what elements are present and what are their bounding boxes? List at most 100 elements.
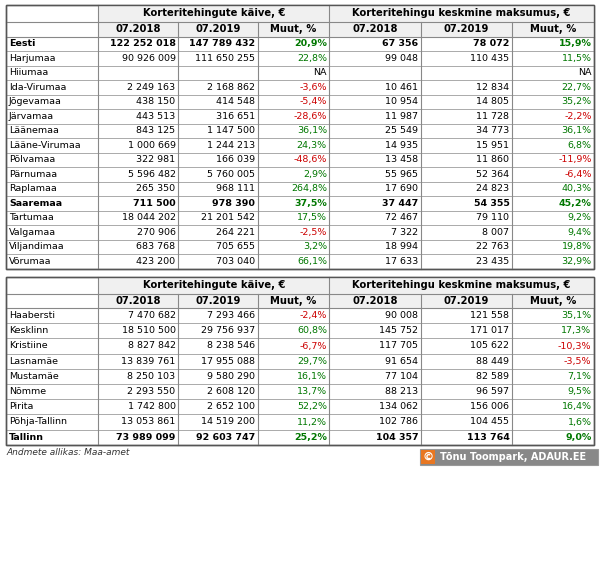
Text: -2,5%: -2,5% bbox=[299, 228, 327, 237]
Text: Tartumaa: Tartumaa bbox=[9, 213, 54, 222]
Text: 12 834: 12 834 bbox=[476, 83, 509, 92]
Text: 156 006: 156 006 bbox=[470, 403, 509, 411]
Text: Tallinn: Tallinn bbox=[9, 433, 44, 442]
Text: 29,7%: 29,7% bbox=[297, 357, 327, 365]
Text: 36,1%: 36,1% bbox=[562, 126, 592, 135]
Text: 17,3%: 17,3% bbox=[562, 326, 592, 335]
Text: Kesklinn: Kesklinn bbox=[9, 326, 48, 335]
Text: Viljandimaa: Viljandimaa bbox=[9, 242, 65, 251]
Text: 11 728: 11 728 bbox=[476, 112, 509, 120]
Text: 3,2%: 3,2% bbox=[303, 242, 327, 251]
Text: Pirita: Pirita bbox=[9, 403, 34, 411]
Text: Pärnumaa: Pärnumaa bbox=[9, 170, 57, 179]
Text: 978 390: 978 390 bbox=[212, 199, 255, 208]
Text: 2 168 862: 2 168 862 bbox=[207, 83, 255, 92]
Text: 113 764: 113 764 bbox=[467, 433, 509, 442]
Text: 443 513: 443 513 bbox=[136, 112, 176, 120]
Text: 18 044 202: 18 044 202 bbox=[122, 213, 176, 222]
Text: Läänemaa: Läänemaa bbox=[9, 126, 59, 135]
Text: 14 519 200: 14 519 200 bbox=[201, 417, 255, 427]
Text: 6,8%: 6,8% bbox=[568, 140, 592, 150]
Text: 5 760 005: 5 760 005 bbox=[207, 170, 255, 179]
Text: 25 549: 25 549 bbox=[385, 126, 418, 135]
Text: Andmete allikas: Maa-amet: Andmete allikas: Maa-amet bbox=[6, 448, 130, 457]
Text: 35,2%: 35,2% bbox=[562, 97, 592, 106]
Text: 7 322: 7 322 bbox=[391, 228, 418, 237]
Text: 91 654: 91 654 bbox=[385, 357, 418, 365]
Text: 13,7%: 13,7% bbox=[297, 387, 327, 396]
Text: 102 786: 102 786 bbox=[379, 417, 418, 427]
Text: 32,9%: 32,9% bbox=[562, 257, 592, 266]
Text: NA: NA bbox=[313, 69, 327, 77]
Text: 10 461: 10 461 bbox=[385, 83, 418, 92]
Text: 9,4%: 9,4% bbox=[568, 228, 592, 237]
Text: 1,6%: 1,6% bbox=[568, 417, 592, 427]
Text: Jõgevamaa: Jõgevamaa bbox=[9, 97, 62, 106]
Text: 52,2%: 52,2% bbox=[297, 403, 327, 411]
Text: Korteritehingute käive, €: Korteritehingute käive, € bbox=[143, 9, 285, 18]
Text: 10 954: 10 954 bbox=[385, 97, 418, 106]
Text: -5,4%: -5,4% bbox=[299, 97, 327, 106]
Text: 7,1%: 7,1% bbox=[568, 372, 592, 381]
Text: 11,2%: 11,2% bbox=[297, 417, 327, 427]
Text: 322 981: 322 981 bbox=[136, 155, 176, 164]
Text: 265 350: 265 350 bbox=[136, 184, 176, 193]
Text: Muut, %: Muut, % bbox=[271, 24, 317, 34]
Text: 37 447: 37 447 bbox=[382, 199, 418, 208]
Text: Haabersti: Haabersti bbox=[9, 311, 55, 320]
Text: -6,7%: -6,7% bbox=[299, 341, 327, 351]
Text: 316 651: 316 651 bbox=[216, 112, 255, 120]
Text: 82 589: 82 589 bbox=[476, 372, 509, 381]
Text: -28,6%: -28,6% bbox=[293, 112, 327, 120]
Text: 92 603 747: 92 603 747 bbox=[196, 433, 255, 442]
Text: 13 458: 13 458 bbox=[385, 155, 418, 164]
Text: 117 705: 117 705 bbox=[379, 341, 418, 351]
Text: Põlvamaa: Põlvamaa bbox=[9, 155, 55, 164]
Text: 72 467: 72 467 bbox=[385, 213, 418, 222]
Text: 96 597: 96 597 bbox=[476, 387, 509, 396]
Bar bbox=[98, 5, 594, 22]
Text: 90 926 009: 90 926 009 bbox=[122, 54, 176, 63]
Text: 111 650 255: 111 650 255 bbox=[195, 54, 255, 63]
Text: 66,1%: 66,1% bbox=[297, 257, 327, 266]
Text: 22,8%: 22,8% bbox=[297, 54, 327, 63]
Text: 88 213: 88 213 bbox=[385, 387, 418, 396]
Text: 67 356: 67 356 bbox=[382, 39, 418, 49]
Text: 15,9%: 15,9% bbox=[559, 39, 592, 49]
Text: 52 364: 52 364 bbox=[476, 170, 509, 179]
Text: 17,5%: 17,5% bbox=[297, 213, 327, 222]
Text: 22,7%: 22,7% bbox=[562, 83, 592, 92]
Text: 36,1%: 36,1% bbox=[297, 126, 327, 135]
Text: Saaremaa: Saaremaa bbox=[9, 199, 62, 208]
Text: 121 558: 121 558 bbox=[470, 311, 509, 320]
Text: 9,2%: 9,2% bbox=[568, 213, 592, 222]
Text: 8 238 546: 8 238 546 bbox=[207, 341, 255, 351]
Text: 24,3%: 24,3% bbox=[297, 140, 327, 150]
Text: 13 839 761: 13 839 761 bbox=[121, 357, 176, 365]
Text: 683 768: 683 768 bbox=[136, 242, 176, 251]
Text: 14 935: 14 935 bbox=[385, 140, 418, 150]
Text: 166 039: 166 039 bbox=[216, 155, 255, 164]
Text: 8 007: 8 007 bbox=[482, 228, 509, 237]
Text: 24 823: 24 823 bbox=[476, 184, 509, 193]
Bar bbox=[98, 22, 594, 37]
Text: 423 200: 423 200 bbox=[136, 257, 176, 266]
Text: Raplamaa: Raplamaa bbox=[9, 184, 57, 193]
Text: 13 053 861: 13 053 861 bbox=[121, 417, 176, 427]
Text: 19,8%: 19,8% bbox=[562, 242, 592, 251]
Text: 414 548: 414 548 bbox=[216, 97, 255, 106]
Text: 18 510 500: 18 510 500 bbox=[122, 326, 176, 335]
Text: Muut, %: Muut, % bbox=[530, 296, 576, 305]
Text: 17 633: 17 633 bbox=[385, 257, 418, 266]
Text: 264,8%: 264,8% bbox=[291, 184, 327, 193]
Text: 9 580 290: 9 580 290 bbox=[207, 372, 255, 381]
Text: Harjumaa: Harjumaa bbox=[9, 54, 56, 63]
Text: 07.2019: 07.2019 bbox=[195, 296, 241, 305]
Text: 122 252 018: 122 252 018 bbox=[110, 39, 176, 49]
Text: -3,6%: -3,6% bbox=[299, 83, 327, 92]
Text: 2 293 550: 2 293 550 bbox=[127, 387, 176, 396]
Text: 1 244 213: 1 244 213 bbox=[207, 140, 255, 150]
Text: Korteritehingute käive, €: Korteritehingute käive, € bbox=[143, 280, 285, 290]
Text: Tõnu Toompark, ADAUR.EE: Tõnu Toompark, ADAUR.EE bbox=[440, 452, 586, 462]
Text: 07.2019: 07.2019 bbox=[443, 296, 489, 305]
